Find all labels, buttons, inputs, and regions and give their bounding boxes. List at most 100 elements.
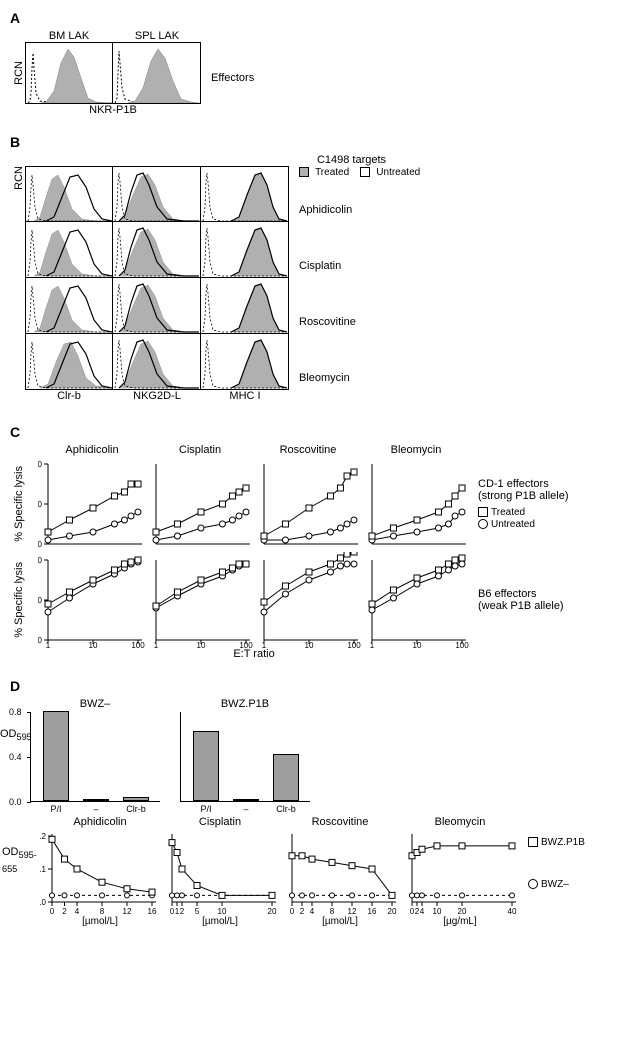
panel-a-label: A	[10, 10, 623, 26]
svg-text:4: 4	[310, 907, 315, 916]
treatment-label: Aphidicolin	[299, 182, 428, 238]
panel-d-lines-row: OD595-655 Aphidicolin 0.00.10.202481216 …	[10, 816, 623, 927]
svg-text:10: 10	[413, 641, 422, 650]
svg-text:8: 8	[330, 907, 335, 916]
panel-d: D OD595-655 BWZ– 0.00.40.8P/I–Clr-b BWZ.…	[10, 678, 623, 927]
bar	[83, 799, 109, 801]
svg-text:40: 40	[38, 556, 43, 565]
svg-text:4: 4	[75, 907, 80, 916]
line-title: Bleomycin	[400, 816, 520, 828]
svg-text:20: 20	[388, 907, 397, 916]
x-unit: [µmol/L]	[280, 916, 400, 927]
plot-title-spl: SPL LAK	[113, 30, 201, 42]
panel-a: A RCN BM LAK SPL LAK	[10, 10, 623, 116]
svg-text:1: 1	[370, 641, 375, 650]
chart-title: Bleomycin	[362, 444, 470, 456]
panel-a-row: RCN BM LAK SPL LAK	[10, 30, 623, 116]
legend-treated: Treated	[315, 167, 349, 178]
treatment-label: Bleomycin	[299, 350, 428, 406]
histo-svg	[113, 43, 201, 104]
panel-b: B C1498 targets RCN	[10, 134, 623, 406]
svg-text:100: 100	[455, 641, 469, 650]
bar-title: BWZ–	[30, 698, 160, 710]
killchart-b6-Cisplatin: 110100	[146, 552, 254, 648]
svg-text:1: 1	[154, 641, 159, 650]
y-axis-label: % Specific lysis	[10, 562, 24, 638]
svg-text:0: 0	[290, 907, 295, 916]
svg-text:1: 1	[46, 641, 51, 650]
treatment-label: Cisplatin	[299, 238, 428, 294]
linechart-Aphidicolin: Aphidicolin 0.00.10.202481216 [µmol/L]	[40, 816, 160, 927]
effector-label: B6 effectors(weak P1B allele)	[470, 588, 600, 612]
svg-text:20: 20	[38, 460, 43, 469]
svg-text:40: 40	[508, 907, 517, 916]
panel-b-yaxis: RCN	[10, 166, 25, 310]
linechart-Roscovitine: Roscovitine 0248121620 [µmol/L]	[280, 816, 400, 927]
bar	[273, 754, 299, 801]
histo-Clr-b-Roscovitine	[25, 278, 113, 334]
x-unit: [µg/mL]	[400, 916, 520, 927]
svg-text:20: 20	[268, 907, 277, 916]
svg-text:0.1: 0.1	[40, 865, 47, 874]
svg-text:8: 8	[100, 907, 105, 916]
killchart-b6-Roscovitine: 110100	[254, 552, 362, 648]
bar	[193, 731, 219, 801]
svg-text:20: 20	[458, 907, 467, 916]
y-axis-label: % Specific lysis	[10, 466, 24, 542]
panel-b-label: B	[10, 134, 623, 150]
legend-p1b-icon	[528, 837, 538, 847]
histo-spl-lak	[113, 42, 201, 104]
bargroup-BWZ–: BWZ– 0.00.40.8P/I–Clr-b	[30, 698, 160, 802]
histo-MHC I-Roscovitine	[201, 278, 289, 334]
histo-svg	[26, 43, 113, 104]
svg-text:2: 2	[62, 907, 67, 916]
histo-bm-lak	[25, 42, 113, 104]
svg-text:16: 16	[148, 907, 157, 916]
linechart-Bleomycin: Bleomycin 024102040 [µg/mL]	[400, 816, 520, 927]
legend-untreated-c: Untreated	[491, 519, 535, 530]
line-title: Roscovitine	[280, 816, 400, 828]
panel-d-bars-row: OD595-655 BWZ– 0.00.40.8P/I–Clr-b BWZ.P1…	[30, 698, 623, 802]
panel-b-title: C1498 targets	[80, 154, 623, 166]
svg-text:2: 2	[300, 907, 305, 916]
killchart-cd1-Aphidicolin: 0 10 20	[38, 456, 146, 552]
histo-Clr-b-Cisplatin	[25, 222, 113, 278]
panel-a-side-label: Effectors	[201, 50, 254, 84]
svg-text:10: 10	[38, 500, 43, 509]
svg-text:12: 12	[348, 907, 357, 916]
x-unit: [µmol/L]	[40, 916, 160, 927]
marker-label: MHC I	[201, 390, 289, 402]
od-label-lines: OD595-655	[2, 846, 40, 874]
svg-text:2: 2	[180, 907, 185, 916]
plot-title-bm: BM LAK	[25, 30, 113, 42]
histo-NKG2D-L-Cisplatin	[113, 222, 201, 278]
effector-label: CD-1 effectors(strong P1B allele)Treated…	[470, 478, 600, 530]
legend-p1b: BWZ.P1B	[541, 837, 585, 848]
killchart-cd1-Roscovitine	[254, 456, 362, 552]
svg-text:100: 100	[347, 641, 361, 650]
killchart-b6-Aphidicolin: 02040110100	[38, 552, 146, 648]
svg-text:20: 20	[38, 596, 43, 605]
legend-circ-icon	[478, 519, 488, 529]
legend-treated-c: Treated	[491, 507, 525, 518]
histo-MHC I-Bleomycin	[201, 334, 289, 390]
histo-NKG2D-L-Bleomycin	[113, 334, 201, 390]
svg-text:1: 1	[262, 641, 267, 650]
panel-b-right: Treated Untreated AphidicolinCisplatinRo…	[289, 166, 428, 406]
svg-text:12: 12	[123, 907, 132, 916]
legend-neg-icon	[528, 879, 538, 889]
panel-a-plots: BM LAK SPL LAK	[25, 30, 254, 116]
bar-title: BWZ.P1B	[180, 698, 310, 710]
panel-d-legend: BWZ.P1B BWZ–	[520, 816, 593, 890]
svg-text:0: 0	[38, 540, 43, 549]
panel-c-label: C	[10, 424, 623, 440]
histo-Clr-b-Aphidicolin	[25, 166, 113, 222]
histo-MHC I-Aphidicolin	[201, 166, 289, 222]
legend-sq-icon	[478, 507, 488, 517]
bar	[43, 711, 69, 801]
chart-title: Aphidicolin	[38, 444, 146, 456]
panel-c: C AphidicolinCisplatinRoscovitineBleomyc…	[10, 424, 623, 660]
line-title: Aphidicolin	[40, 816, 160, 828]
svg-text:0: 0	[50, 907, 55, 916]
bar	[233, 799, 259, 801]
